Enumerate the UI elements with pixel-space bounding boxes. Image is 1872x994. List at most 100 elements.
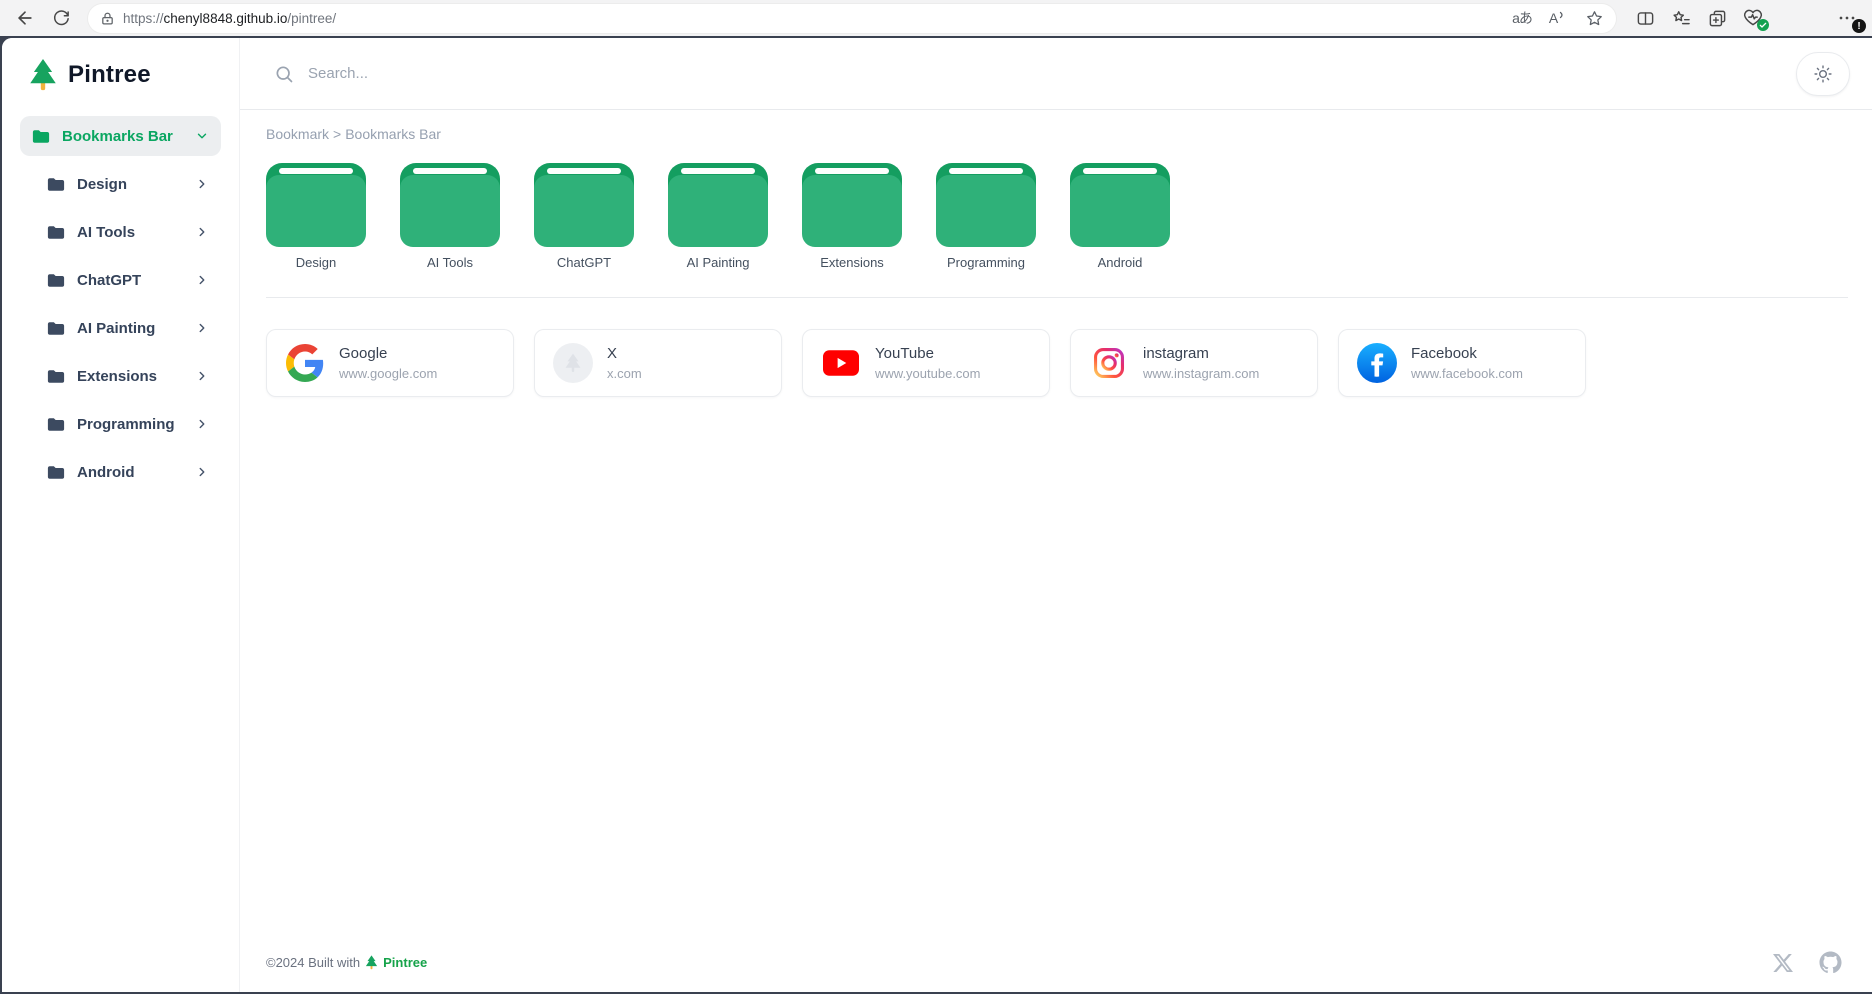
folder-card-extensions[interactable]: Extensions: [802, 163, 902, 270]
top-header: [240, 38, 1872, 110]
url-text[interactable]: https://chenyl8848.github.io/pintree/: [123, 11, 1506, 26]
folder-card-android[interactable]: Android: [1070, 163, 1170, 270]
bookmark-url: www.instagram.com: [1143, 366, 1260, 381]
sidebar-item-label: Android: [77, 463, 135, 481]
bookmark-url: x.com: [607, 366, 642, 381]
settings-menu-icon[interactable]: !: [1830, 3, 1866, 33]
folder-icon: [47, 273, 65, 287]
translate-icon[interactable]: aあ: [1512, 10, 1533, 26]
essentials-check-badge: [1757, 19, 1769, 31]
folder-label: Extensions: [820, 255, 884, 270]
lock-icon: [102, 12, 113, 24]
folder-label: ChatGPT: [556, 255, 612, 270]
sidebar-item-ai-tools[interactable]: AI Tools: [20, 212, 221, 252]
folder-icon: [400, 163, 500, 247]
refresh-icon[interactable]: [44, 3, 78, 33]
favorite-star-icon[interactable]: [1578, 3, 1610, 33]
sidebar-item-programming[interactable]: Programming: [20, 404, 221, 444]
sidebar-item-label: AI Tools: [77, 223, 136, 241]
sidebar-item-label: AI Painting: [77, 319, 156, 337]
theme-toggle-button[interactable]: [1796, 51, 1850, 96]
folder-card-programming[interactable]: Programming: [936, 163, 1036, 270]
folder-icon: [47, 321, 65, 335]
github-icon[interactable]: [1819, 951, 1842, 974]
brand-name: Pintree: [68, 61, 151, 88]
url-path: /pintree/: [287, 10, 337, 26]
menu-alert-badge: !: [1852, 19, 1866, 33]
youtube-logo-icon: [821, 343, 861, 383]
main-area: Bookmark>Bookmarks Bar Design AI Tools C…: [240, 38, 1872, 992]
url-scheme: https://: [123, 10, 164, 26]
bookmark-cards: Google www.google.com X x.com: [266, 329, 1848, 397]
footer-brand-link[interactable]: Pintree: [383, 955, 428, 970]
collections-icon[interactable]: [1700, 3, 1734, 33]
bookmark-title: Facebook: [1411, 345, 1477, 362]
content-area: Bookmark > Bookmarks Bar Design AI Tools C…: [240, 110, 1872, 992]
pintree-logo-icon: [30, 58, 56, 91]
breadcrumb-root[interactable]: Bookmark: [266, 126, 330, 142]
footer-tree-icon: [366, 955, 378, 970]
folder-grid: Design AI Tools ChatGPT AI Painting Exte…: [266, 163, 1848, 270]
breadcrumb-current: Bookmarks Bar: [345, 126, 441, 142]
brand[interactable]: Pintree: [2, 38, 239, 108]
bookmark-url: www.facebook.com: [1411, 366, 1523, 381]
folder-icon: [47, 465, 65, 479]
folder-icon: [802, 163, 902, 247]
chevron-right-icon: [199, 323, 205, 333]
bookmark-card-facebook[interactable]: Facebook www.facebook.com: [1338, 329, 1586, 397]
split-screen-icon[interactable]: [1628, 3, 1662, 33]
folder-card-ai-tools[interactable]: AI Tools: [400, 163, 500, 270]
folder-card-design[interactable]: Design: [266, 163, 366, 270]
sidebar-item-bookmarks-bar[interactable]: Bookmarks Bar: [20, 116, 221, 156]
pintree-app: Pintree Bookmarks Bar Design AI Tools Ch…: [2, 38, 1872, 992]
placeholder-tree-icon: [553, 343, 593, 383]
bookmark-url: www.youtube.com: [875, 366, 981, 381]
folder-icon: [47, 177, 65, 191]
folder-label: AI Painting: [686, 255, 750, 270]
folder-card-ai-painting[interactable]: AI Painting: [668, 163, 768, 270]
folder-icon: [266, 163, 366, 247]
back-icon[interactable]: [8, 3, 42, 33]
address-bar[interactable]: https://chenyl8848.github.io/pintree/ aあ…: [88, 3, 1616, 33]
folder-icon: [936, 163, 1036, 247]
breadcrumb[interactable]: Bookmark > Bookmarks Bar: [266, 126, 1848, 142]
sidebar-nav: Bookmarks Bar Design AI Tools ChatGPT: [2, 108, 239, 500]
sidebar-item-label: Extensions: [77, 367, 158, 385]
sidebar-item-design[interactable]: Design: [20, 164, 221, 204]
hub-favorites-icon[interactable]: [1664, 3, 1698, 33]
sidebar-item-android[interactable]: Android: [20, 452, 221, 492]
bookmark-card-youtube[interactable]: YouTube www.youtube.com: [802, 329, 1050, 397]
x-twitter-icon[interactable]: [1773, 953, 1793, 973]
bookmark-card-x[interactable]: X x.com: [534, 329, 782, 397]
bookmark-title: X: [607, 345, 618, 362]
footer-copyright: ©2024 Built with: [266, 955, 361, 970]
chevron-right-icon: [199, 179, 205, 189]
bookmark-url: www.google.com: [339, 366, 438, 381]
folder-icon: [1070, 163, 1170, 247]
folder-label: Android: [1097, 255, 1143, 270]
chevron-right-icon: [199, 371, 205, 381]
chevron-right-icon: [199, 275, 205, 285]
folder-icon: [47, 225, 65, 239]
sidebar-item-label: Programming: [77, 415, 175, 433]
google-logo-icon: [285, 343, 325, 383]
read-aloud-icon[interactable]: A: [1542, 3, 1574, 33]
sidebar: Pintree Bookmarks Bar Design AI Tools Ch…: [2, 38, 240, 992]
browser-essentials-icon[interactable]: [1736, 3, 1770, 33]
sidebar-item-label: ChatGPT: [77, 271, 142, 289]
search-icon: [276, 66, 293, 82]
url-domain: chenyl8848.github.io: [163, 10, 288, 26]
sidebar-item-extensions[interactable]: Extensions: [20, 356, 221, 396]
bookmark-title: Google: [339, 345, 388, 362]
folder-icon: [47, 417, 65, 431]
folder-label: Programming: [946, 255, 1026, 270]
folder-label: AI Tools: [426, 255, 473, 270]
bookmark-card-instagram[interactable]: instagram www.instagram.com: [1070, 329, 1318, 397]
chevron-right-icon: [199, 227, 205, 237]
sidebar-item-ai-painting[interactable]: AI Painting: [20, 308, 221, 348]
bookmark-card-google[interactable]: Google www.google.com: [266, 329, 514, 397]
search-input[interactable]: [308, 65, 1796, 82]
sidebar-item-chatgpt[interactable]: ChatGPT: [20, 260, 221, 300]
folder-icon: [534, 163, 634, 247]
folder-card-chatgpt[interactable]: ChatGPT: [534, 163, 634, 270]
